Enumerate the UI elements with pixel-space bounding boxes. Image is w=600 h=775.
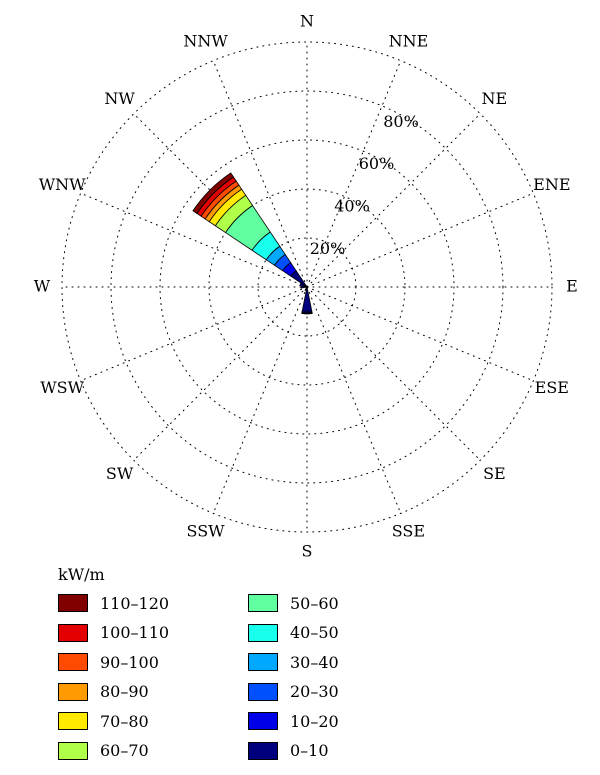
legend-label: 40–50: [290, 623, 339, 642]
grid-spoke: [306, 286, 481, 461]
ring-label: 20%: [310, 239, 346, 258]
grid-ring: [110, 90, 504, 484]
legend-label: 110–120: [100, 593, 170, 613]
direction-label: WNW: [39, 175, 86, 194]
grid-spoke: [80, 192, 308, 288]
legend-swatch: [248, 712, 278, 730]
direction-label: N: [300, 12, 314, 31]
grid-spoke: [80, 286, 308, 382]
legend-label: 90–100: [100, 652, 159, 672]
legend-swatch: [248, 623, 278, 642]
grid-ring: [159, 139, 455, 435]
grid-spoke: [306, 286, 534, 382]
legend-item: 40–50: [248, 623, 339, 643]
grid-spoke: [306, 60, 402, 288]
grid-spoke: [306, 286, 402, 514]
legend-label: 20–30: [290, 682, 339, 701]
direction-label: WSW: [40, 378, 84, 397]
grid-ring: [208, 188, 406, 386]
legend-title: kW/m: [58, 565, 105, 584]
legend: kW/m 110–120 100–110 90–100 80–90 70–80 60–70…: [58, 565, 578, 770]
legend-item: 110–120: [58, 593, 169, 613]
grid-spoke: [133, 113, 308, 288]
legend-swatch: [58, 712, 88, 730]
wind-sectors: [192, 172, 313, 315]
grid-ring: [61, 41, 553, 533]
polar-grid: [61, 41, 553, 533]
legend-label: 10–20: [290, 711, 339, 731]
legend-swatch: [58, 741, 88, 760]
legend-item: 60–70: [58, 741, 149, 761]
legend-label: 80–90: [100, 682, 149, 701]
legend-swatch: [248, 682, 278, 701]
legend-item: 90–100: [58, 652, 159, 672]
legend-label: 70–80: [100, 711, 149, 731]
wind-rose-chart: N NNE NE ENE E ESE SE SSE S SSW SW WSW W WNW NW NNW 20% 4…: [34, 12, 578, 561]
legend-label: 100–110: [100, 623, 170, 642]
grid-spoke: [212, 286, 308, 514]
legend-label: 50–60: [290, 593, 339, 613]
legend-item: 100–110: [58, 623, 169, 643]
legend-swatch: [58, 653, 88, 671]
direction-label: NW: [104, 89, 135, 108]
direction-label: E: [566, 277, 578, 296]
legend-item: 30–40: [248, 652, 339, 672]
legend-swatch: [58, 594, 88, 612]
wind-sector-segment: [299, 282, 308, 288]
direction-label: SSE: [392, 521, 425, 540]
direction-label: ESE: [535, 378, 569, 397]
legend-item: 20–30: [248, 682, 339, 702]
legend-swatch: [248, 653, 278, 671]
legend-item: 0–10: [248, 741, 329, 761]
legend-swatch: [248, 594, 278, 612]
direction-label: NNE: [389, 32, 429, 51]
direction-label: S: [302, 542, 313, 561]
legend-swatch: [248, 741, 278, 760]
legend-label: 60–70: [100, 741, 149, 760]
legend-label: 30–40: [290, 652, 339, 672]
grid-spoke: [212, 60, 308, 288]
direction-label: NNW: [183, 32, 228, 51]
direction-label: NE: [482, 89, 508, 108]
wind-sector-segment: [301, 312, 313, 315]
wind-sector-segment: [301, 286, 313, 312]
legend-swatch: [58, 623, 88, 642]
legend-item: 80–90: [58, 682, 149, 702]
ring-label: 80%: [383, 112, 419, 131]
direction-label: SSW: [187, 521, 226, 540]
legend-item: 70–80: [58, 711, 149, 731]
grid-spoke: [306, 113, 481, 288]
grid-spoke: [133, 286, 308, 461]
ring-label: 60%: [359, 154, 395, 173]
direction-label: SW: [106, 464, 134, 483]
ring-label: 40%: [334, 197, 370, 216]
legend-item: 10–20: [248, 711, 339, 731]
wind-sector-segment: [304, 286, 308, 292]
legend-label: 0–10: [290, 741, 329, 760]
direction-label: SE: [483, 464, 506, 483]
direction-label: W: [34, 277, 51, 296]
grid-spoke: [306, 192, 534, 288]
direction-label: ENE: [533, 175, 570, 194]
legend-item: 50–60: [248, 593, 339, 613]
chart-labels: N NNE NE ENE E ESE SE SSE S SSW SW WSW W WNW NW NNW 20% 4…: [34, 12, 578, 561]
legend-swatch: [58, 682, 88, 701]
wind-sector-segment: [192, 172, 235, 215]
